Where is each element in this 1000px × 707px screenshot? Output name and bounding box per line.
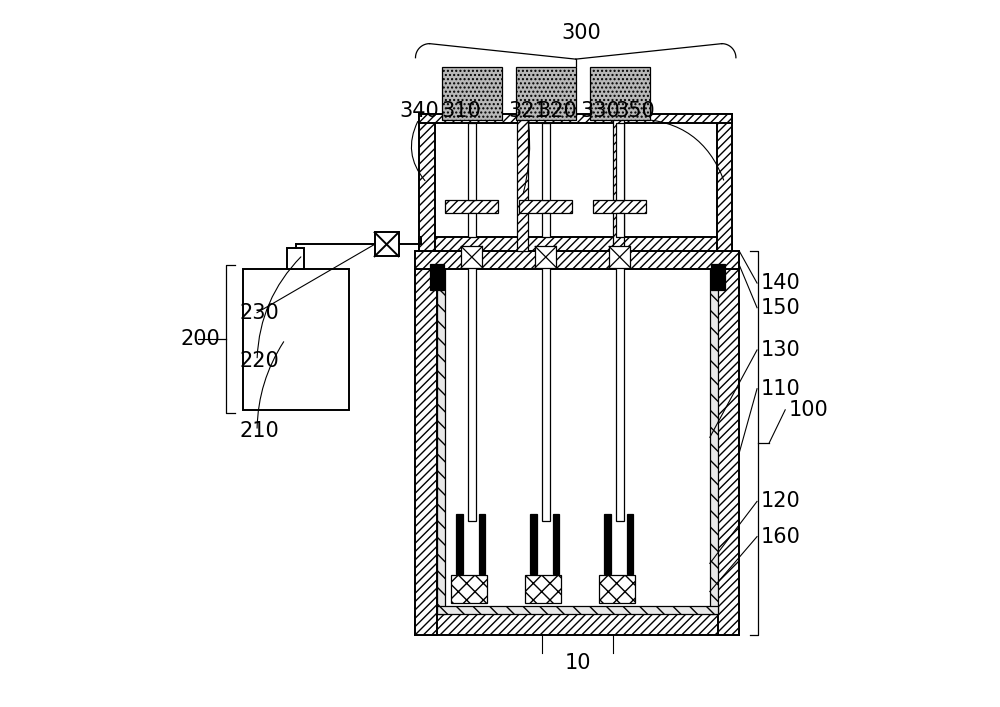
- Text: 220: 220: [239, 351, 279, 370]
- Bar: [616, 252, 624, 521]
- Text: 230: 230: [239, 303, 279, 322]
- Text: 210: 210: [239, 421, 279, 441]
- Bar: [468, 122, 476, 200]
- Bar: [419, 114, 732, 122]
- Bar: [419, 114, 435, 252]
- Bar: [442, 67, 502, 119]
- Bar: [525, 575, 561, 603]
- Bar: [627, 514, 633, 574]
- Bar: [287, 248, 304, 269]
- Bar: [553, 514, 559, 574]
- Bar: [542, 122, 550, 200]
- Text: 310: 310: [441, 100, 481, 120]
- Bar: [415, 269, 437, 635]
- Bar: [456, 514, 463, 574]
- Bar: [451, 575, 487, 603]
- Bar: [461, 247, 482, 267]
- Bar: [613, 114, 624, 252]
- Bar: [718, 269, 739, 635]
- Bar: [604, 514, 611, 574]
- Text: 120: 120: [761, 491, 800, 511]
- Text: 350: 350: [615, 100, 655, 120]
- Text: 320: 320: [538, 100, 578, 120]
- Text: 150: 150: [761, 298, 800, 317]
- Text: 160: 160: [761, 527, 800, 547]
- Bar: [530, 514, 537, 574]
- Text: 140: 140: [761, 273, 800, 293]
- Bar: [517, 114, 528, 252]
- Text: 200: 200: [180, 329, 220, 349]
- Text: 130: 130: [761, 340, 800, 360]
- Bar: [542, 213, 550, 238]
- Bar: [415, 614, 739, 635]
- Bar: [542, 252, 550, 521]
- Bar: [711, 264, 725, 291]
- Text: 300: 300: [561, 23, 601, 43]
- Bar: [243, 269, 349, 410]
- Bar: [468, 252, 476, 521]
- Text: 321: 321: [508, 100, 548, 120]
- Bar: [437, 606, 718, 614]
- Bar: [445, 200, 498, 213]
- Bar: [519, 200, 572, 213]
- Bar: [590, 67, 650, 119]
- Text: 110: 110: [761, 379, 800, 399]
- Bar: [430, 264, 444, 291]
- Bar: [535, 247, 556, 267]
- Bar: [710, 269, 718, 614]
- Text: 10: 10: [564, 653, 591, 673]
- Bar: [717, 114, 732, 252]
- Bar: [419, 238, 732, 252]
- Bar: [479, 514, 485, 574]
- Bar: [375, 233, 399, 257]
- Bar: [609, 247, 630, 267]
- Bar: [516, 67, 576, 119]
- Text: 330: 330: [581, 100, 621, 120]
- Text: 100: 100: [789, 400, 828, 420]
- Bar: [415, 252, 739, 269]
- Text: 340: 340: [399, 100, 439, 120]
- Bar: [616, 213, 624, 238]
- Bar: [616, 122, 624, 200]
- Bar: [468, 213, 476, 238]
- Bar: [599, 575, 635, 603]
- Bar: [437, 269, 445, 614]
- Bar: [593, 200, 646, 213]
